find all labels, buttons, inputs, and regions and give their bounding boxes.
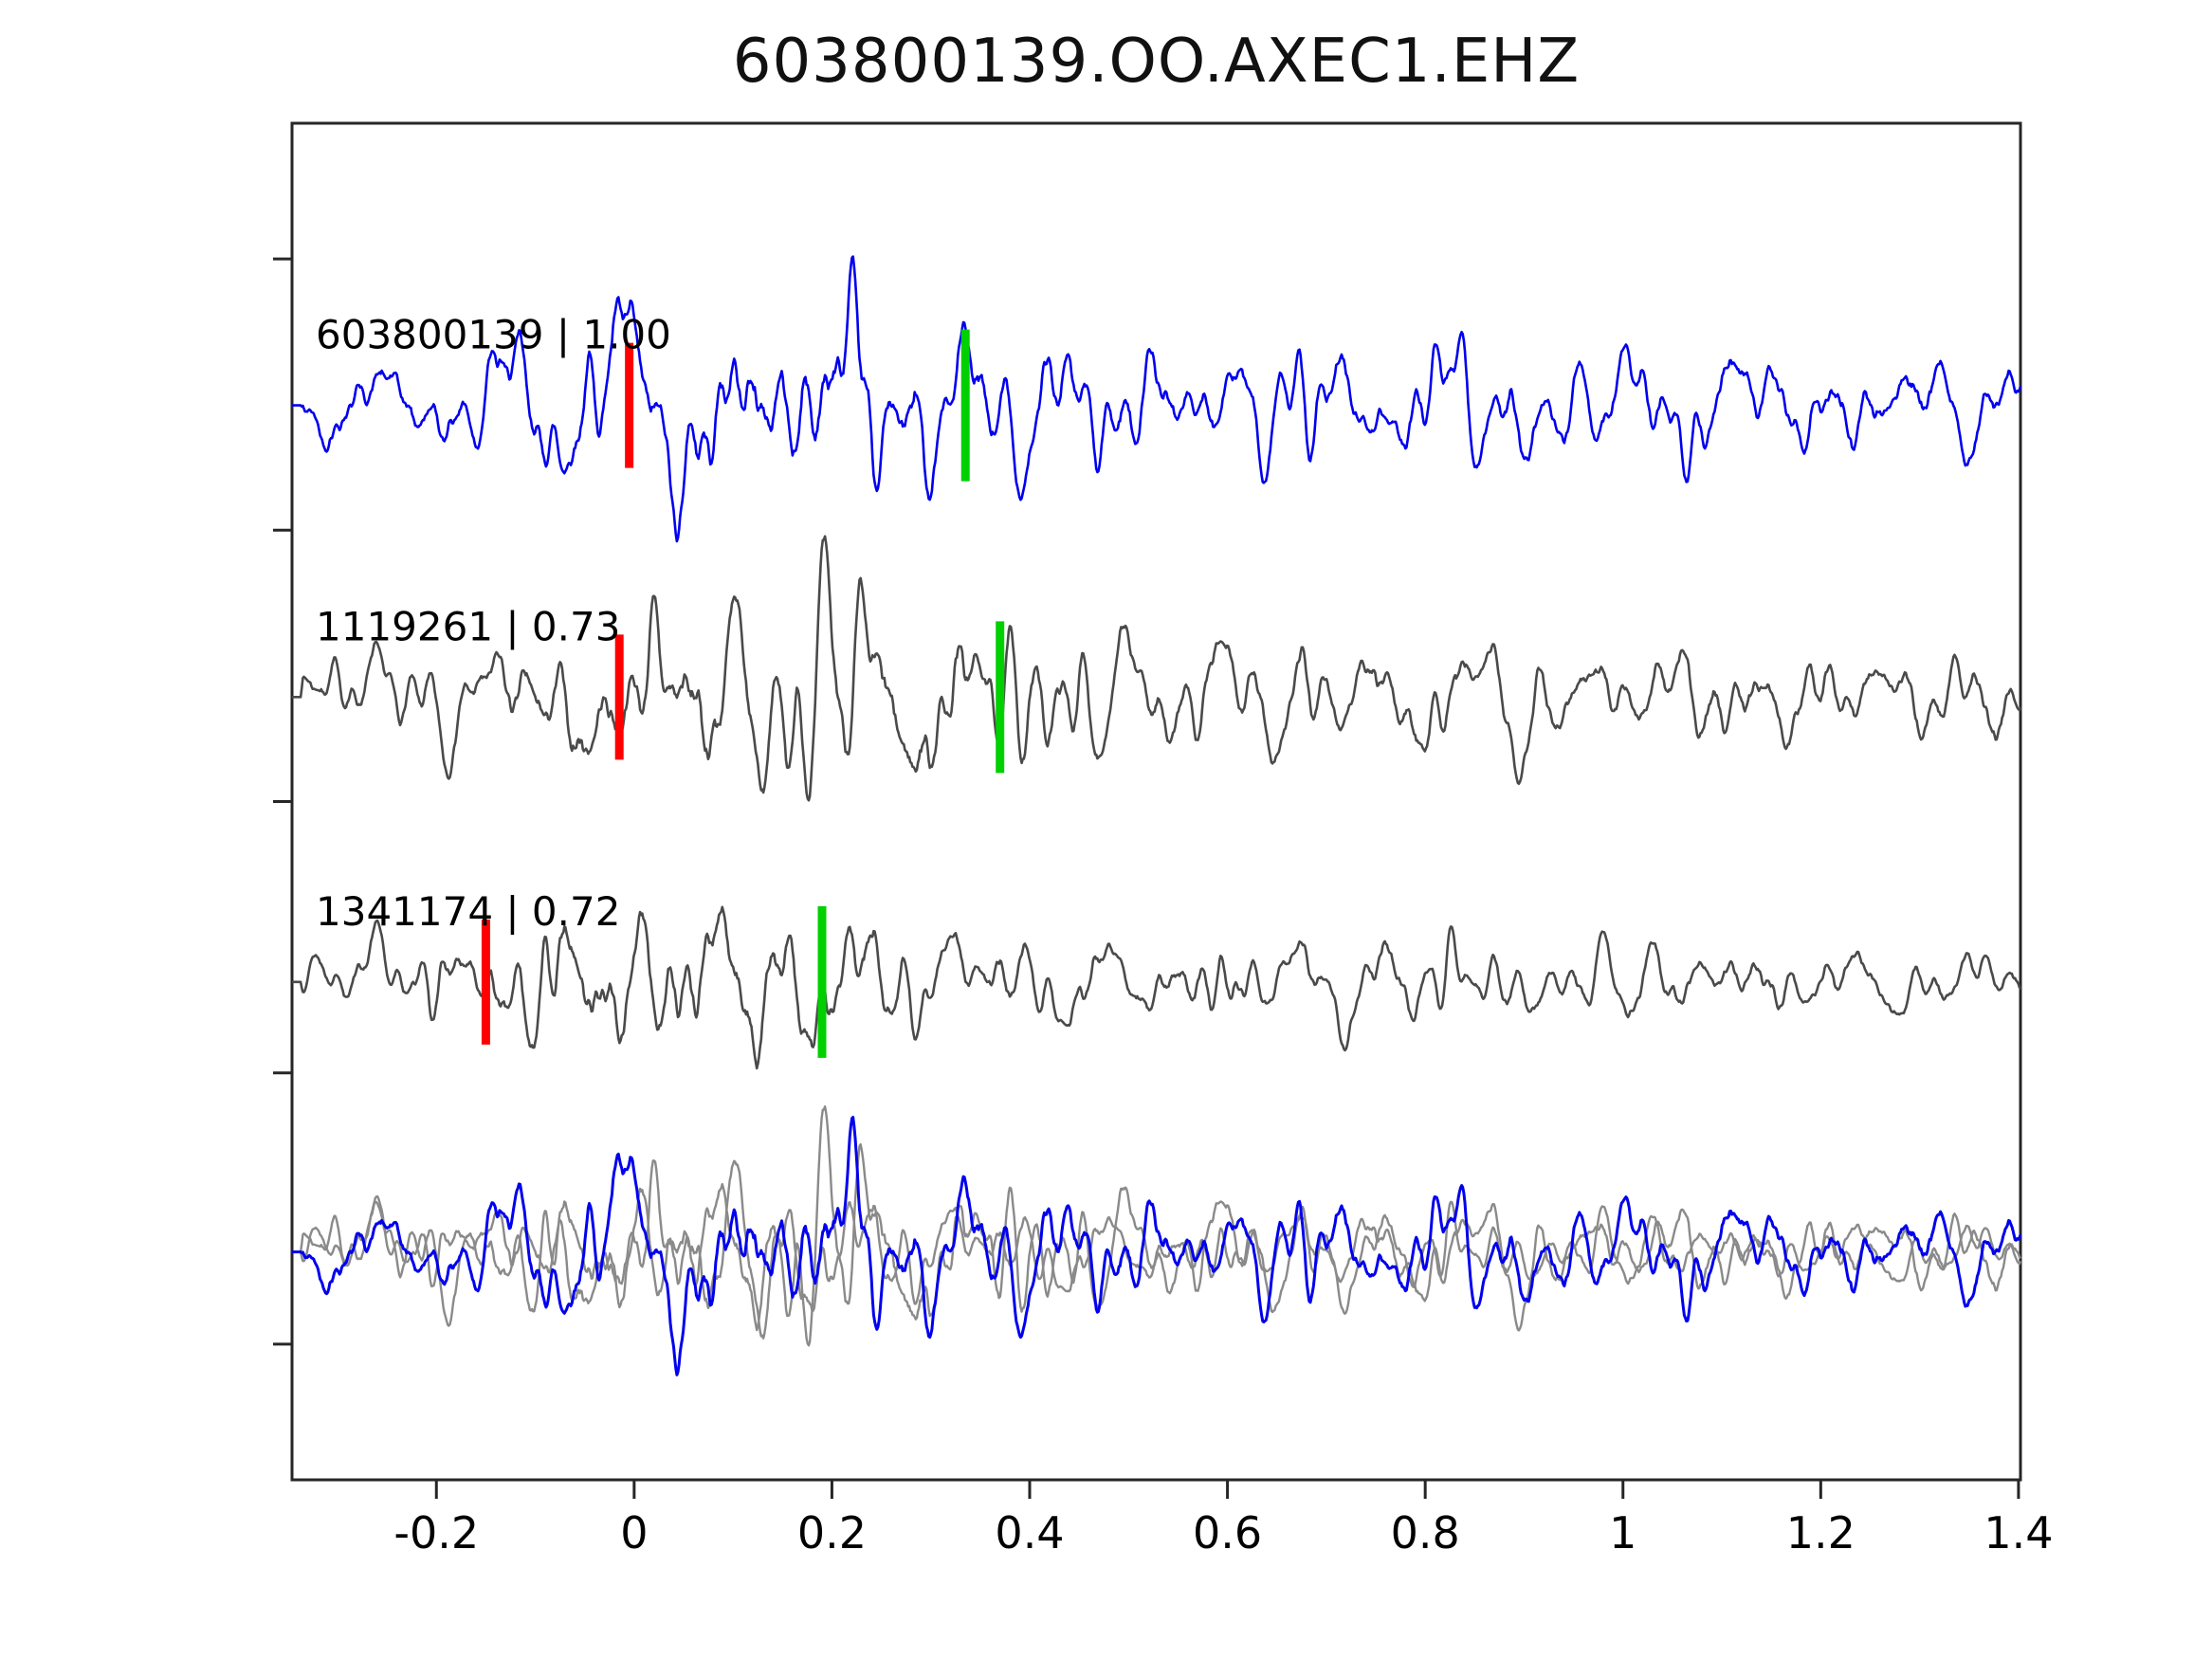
x-tick-label: 0.4 [995,1507,1064,1559]
x-tick-label: 1 [1609,1507,1636,1559]
x-tick-label: 1.4 [1983,1507,2053,1559]
trace-label-1119261: 1119261 | 0.73 [316,603,620,649]
x-tick-label: 0.8 [1391,1507,1460,1559]
x-tick-label: 0 [620,1507,648,1559]
chart-title: 603800139.OO.AXEC1.EHZ [732,27,1581,97]
x-tick-label: 1.2 [1786,1507,1856,1559]
waveform-1341174 [291,905,2022,1070]
x-tick-label: -0.2 [393,1507,479,1559]
waveform-1341174-overlay [291,1182,2022,1332]
waveform-603800139-overlay [291,1116,2022,1376]
trace-label-1341174: 1341174 | 0.72 [316,888,620,935]
waveform-1119261 [291,535,2022,802]
x-tick-label: 0.2 [797,1507,867,1559]
trace-label-603800139: 603800139 | 1.00 [316,312,671,358]
waveform-603800139 [291,255,2022,543]
x-tick-label: 0.6 [1193,1507,1262,1559]
